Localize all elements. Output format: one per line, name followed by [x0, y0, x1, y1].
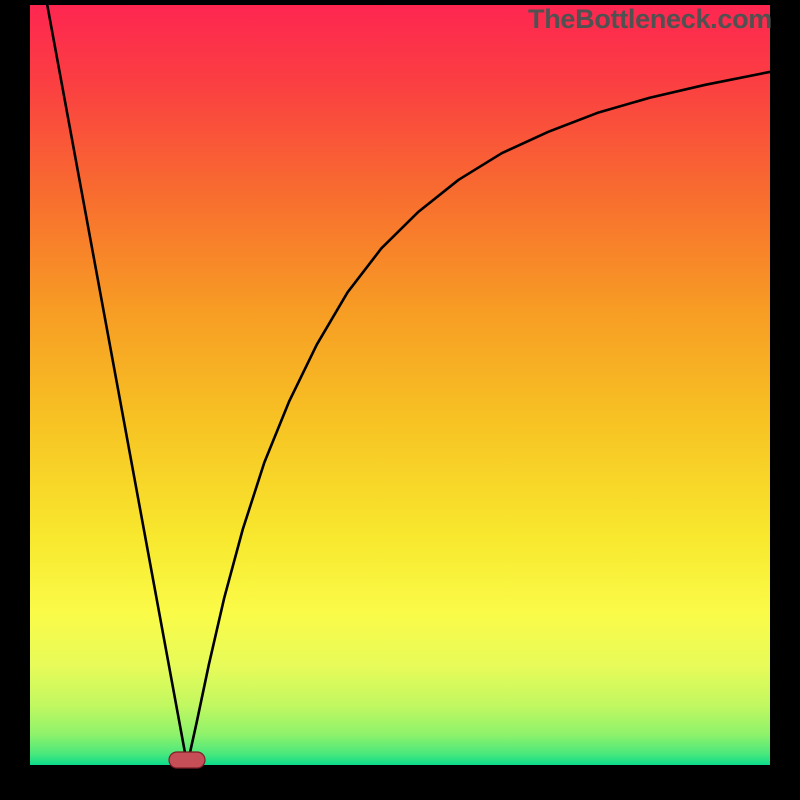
- chart-frame: TheBottleneck.com: [0, 0, 800, 800]
- optimal-point-marker: [167, 750, 207, 770]
- bottleneck-curve: [30, 5, 770, 765]
